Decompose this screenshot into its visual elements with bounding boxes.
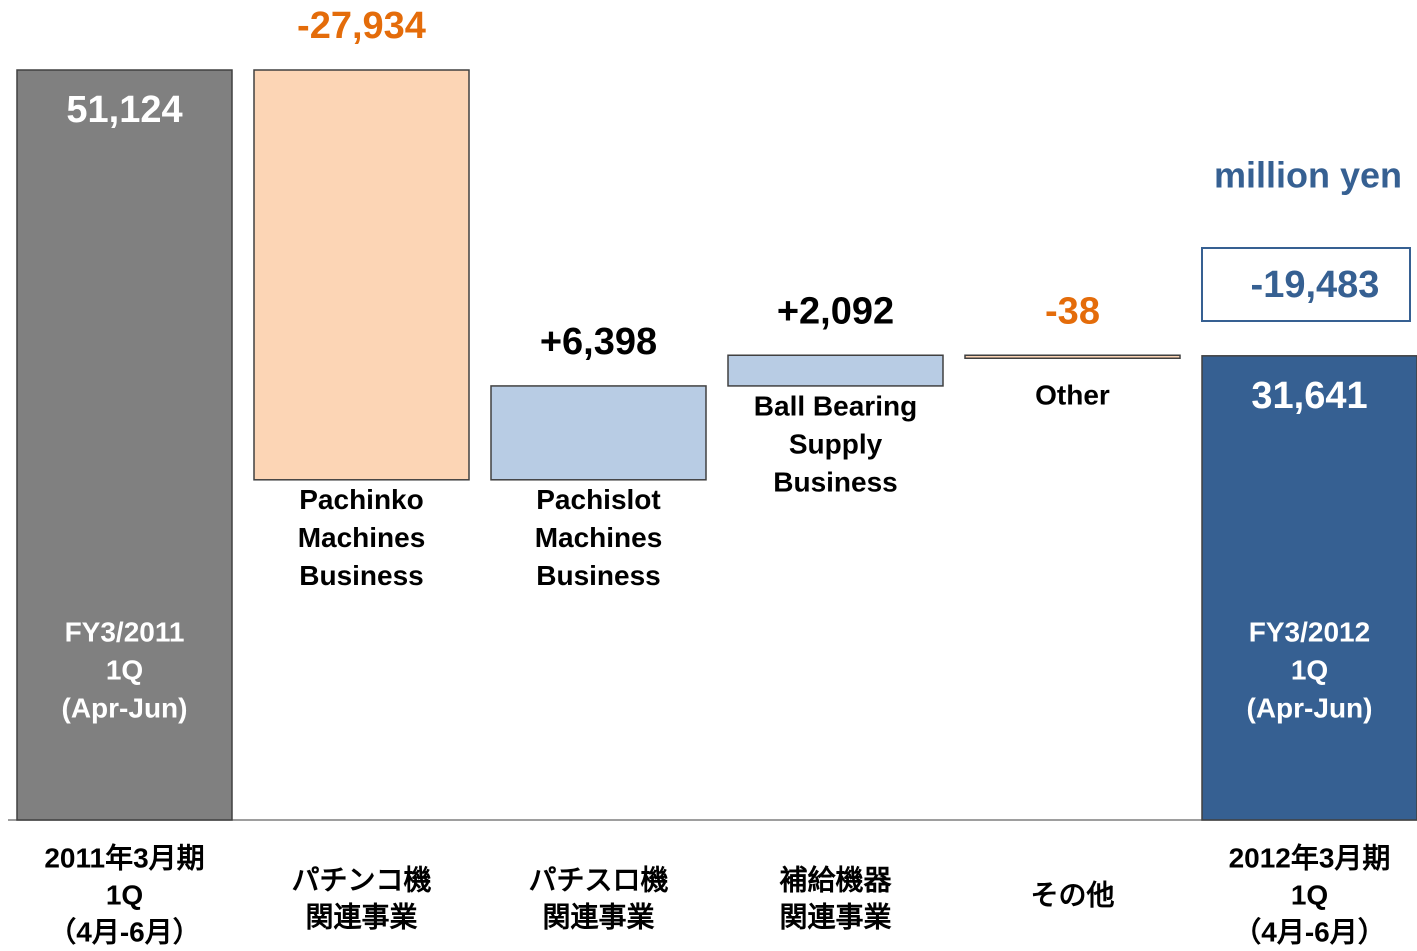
bar bbox=[964, 354, 1181, 359]
x-tick-label: 補給機器 bbox=[778, 863, 892, 895]
bar bbox=[727, 354, 944, 387]
bar-label: FY3/2012 bbox=[1249, 616, 1370, 647]
bar-label: 1Q bbox=[106, 654, 143, 685]
x-tick-label: （4月-6月） bbox=[48, 915, 200, 947]
x-tick-label: 関連事業 bbox=[542, 901, 654, 932]
bar-label: Business bbox=[536, 560, 661, 591]
x-tick-label: 2012年3月期 bbox=[1229, 841, 1391, 873]
bar-label: Pachislot bbox=[536, 484, 660, 515]
annotation: -19,483 bbox=[1251, 264, 1380, 306]
bar-label: (Apr-Jun) bbox=[62, 692, 188, 723]
bar-label: Pachinko bbox=[299, 484, 423, 515]
x-tick-label: 関連事業 bbox=[779, 901, 891, 932]
bar-label: Supply bbox=[789, 428, 883, 459]
bar-label: FY3/2011 bbox=[65, 616, 185, 647]
x-tick-label: （4月-6月） bbox=[1233, 915, 1385, 947]
bar-label: Machines bbox=[535, 522, 663, 553]
x-tick-label: 2011年3月期 bbox=[44, 841, 204, 873]
bar-label: Other bbox=[1035, 380, 1110, 411]
bar bbox=[490, 385, 707, 481]
bar-label: Ball Bearing bbox=[754, 390, 917, 421]
value-label: -38 bbox=[1045, 290, 1100, 332]
bar bbox=[253, 69, 470, 481]
x-tick-label: 関連事業 bbox=[305, 901, 417, 932]
bar bbox=[1201, 355, 1417, 821]
annotation-box bbox=[1201, 247, 1411, 322]
x-tick-label: パチスロ機 bbox=[528, 864, 668, 895]
x-tick-label: 1Q bbox=[106, 879, 143, 910]
x-tick-label: その他 bbox=[1030, 879, 1114, 910]
value-label: 31,641 bbox=[1251, 375, 1367, 417]
bar-label: Machines bbox=[298, 522, 426, 553]
bar-label: Business bbox=[299, 560, 424, 591]
value-label: -27,934 bbox=[297, 5, 426, 47]
bar bbox=[16, 69, 233, 821]
bar-label: 1Q bbox=[1291, 654, 1328, 685]
bar-label: Business bbox=[773, 466, 898, 497]
unit-label: million yen bbox=[1214, 155, 1402, 196]
x-tick-label: 1Q bbox=[1291, 879, 1328, 910]
value-label: 51,124 bbox=[66, 89, 182, 131]
value-label: +6,398 bbox=[540, 321, 657, 363]
bar-label: (Apr-Jun) bbox=[1247, 692, 1373, 723]
value-label: +2,092 bbox=[777, 290, 894, 332]
x-tick-label: パチンコ機 bbox=[291, 864, 431, 895]
